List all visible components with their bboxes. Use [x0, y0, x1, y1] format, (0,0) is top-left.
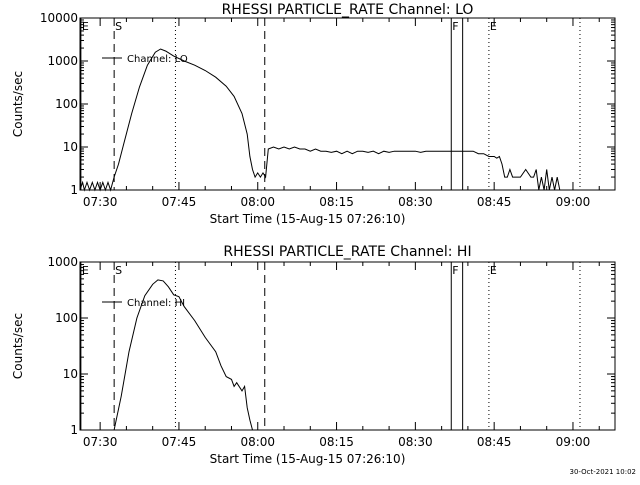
event-marker-label: S	[115, 20, 122, 33]
x-tick-label: 07:30	[83, 195, 118, 209]
event-marker-label: E	[490, 20, 497, 33]
event-marker-label: E	[490, 264, 497, 277]
legend-label: Channel: HI	[127, 298, 185, 309]
x-tick-label: 08:15	[319, 435, 354, 449]
x-tick-label: 08:45	[477, 435, 512, 449]
event-marker-label: S	[115, 264, 122, 277]
x-tick-label: 07:30	[83, 435, 118, 449]
chart-title: RHESSI PARTICLE_RATE Channel: HI	[223, 244, 471, 260]
plot-frame	[79, 17, 616, 191]
event-marker-label: F	[452, 264, 458, 277]
y-tick-label: 1	[70, 423, 78, 437]
plot-frame	[79, 261, 616, 431]
y-axis-label: Counts/sec	[11, 313, 25, 379]
legend-label: Channel: LO	[127, 54, 188, 65]
x-axis-label: Start Time (15-Aug-15 07:26:10)	[210, 452, 406, 466]
event-marker-label: E	[82, 20, 89, 33]
chart-panel: RHESSI PARTICLE_RATE Channel: LO 1 10 100 10…	[11, 2, 616, 226]
x-tick-label: 08:15	[319, 195, 354, 209]
x-tick-label: 09:00	[556, 435, 591, 449]
chart-panel: RHESSI PARTICLE_RATE Channel: HI 1 10 100 10…	[11, 244, 616, 466]
x-tick-label: 07:45	[162, 435, 197, 449]
series-line	[79, 48, 561, 192]
x-tick-label: 08:00	[240, 195, 275, 209]
event-marker-label: F	[452, 20, 458, 33]
x-tick-label: 08:45	[477, 195, 512, 209]
y-tick-label: 1000	[47, 54, 78, 68]
y-tick-label: 1	[70, 183, 78, 197]
event-marker-label: E	[82, 264, 89, 277]
y-tick-label: 100	[55, 97, 78, 111]
x-tick-label: 07:45	[162, 195, 197, 209]
x-tick-label: 08:30	[398, 435, 433, 449]
chart-title: RHESSI PARTICLE_RATE Channel: LO	[222, 2, 474, 18]
y-axis-label: Counts/sec	[11, 71, 25, 137]
y-tick-label: 10	[63, 140, 78, 154]
x-tick-label: 09:00	[556, 195, 591, 209]
x-axis-label: Start Time (15-Aug-15 07:26:10)	[210, 212, 406, 226]
y-tick-label: 10	[63, 367, 78, 381]
y-tick-label: 100	[55, 311, 78, 325]
y-tick-label: 1000	[47, 255, 78, 269]
y-tick-label: 10000	[40, 11, 78, 25]
series-line	[113, 279, 253, 431]
x-tick-label: 08:00	[240, 435, 275, 449]
x-tick-label: 08:30	[398, 195, 433, 209]
